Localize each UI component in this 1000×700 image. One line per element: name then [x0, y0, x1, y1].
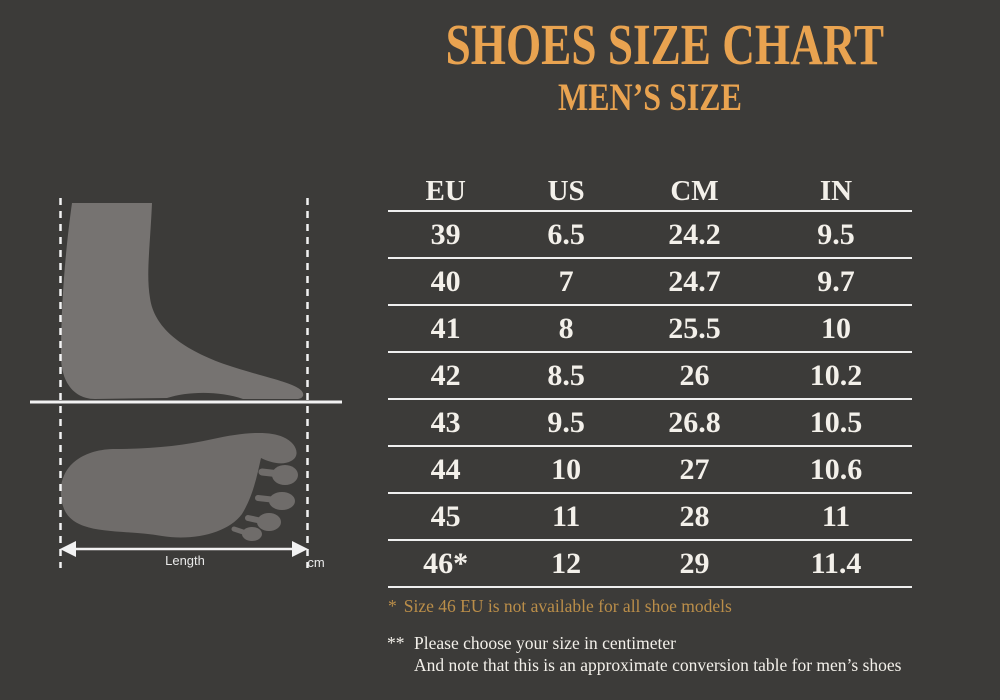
table-cell: 28 — [679, 499, 710, 533]
table-cell: 9.7 — [817, 264, 855, 298]
table-cell: 11 — [551, 499, 581, 533]
footprint-toes — [231, 465, 298, 541]
table-cell: 42 — [430, 358, 461, 392]
table-cell: 11.4 — [810, 546, 862, 580]
table-cell: 29 — [679, 546, 710, 580]
table-cell: 40 — [430, 264, 461, 298]
column-header-eu: EU — [425, 174, 466, 207]
table-cell: 24.2 — [668, 217, 721, 251]
size-conversion-table: EU US CM IN 39 6.5 24.2 9.5 40 7 24.7 9.… — [388, 172, 912, 588]
footnote-marker: ** — [387, 633, 405, 653]
table-row: 39 6.5 24.2 9.5 — [388, 212, 912, 259]
table-cell: 26 — [679, 358, 710, 392]
table-cell: 7 — [558, 264, 574, 298]
table-cell: 43 — [430, 405, 461, 439]
table-cell: 41 — [430, 311, 461, 345]
table-cell: 24.7 — [668, 264, 721, 298]
table-row: 45 11 28 11 — [388, 494, 912, 541]
table-cell: 39 — [430, 217, 461, 251]
table-cell: 6.5 — [547, 217, 585, 251]
table-cell: 44 — [430, 452, 461, 486]
table-row: 42 8.5 26 10.2 — [388, 353, 912, 400]
table-row: 46* 12 29 11.4 — [388, 541, 912, 588]
table-cell: 27 — [679, 452, 710, 486]
table-row: 44 10 27 10.6 — [388, 447, 912, 494]
footnote-text-lines: Please choose your size in centimeter An… — [414, 632, 901, 676]
table-cell: 8.5 — [547, 358, 585, 392]
table-cell: 10.2 — [809, 358, 863, 392]
table-cell: 10 — [551, 452, 582, 486]
table-cell: 9.5 — [547, 405, 585, 439]
table-row: 41 8 25.5 10 — [388, 306, 912, 353]
table-cell: 10.6 — [809, 452, 863, 486]
column-header-us: US — [547, 174, 585, 207]
column-header-in: IN — [819, 174, 853, 207]
table-cell: 10.5 — [809, 405, 863, 439]
table-cell: 45 — [430, 499, 461, 533]
foot-side-silhouette — [61, 203, 304, 399]
chart-header: SHOES SIZE CHART MEN’S SIZE — [388, 14, 912, 118]
footnote-text-line1: Please choose your size in centimeter — [414, 633, 676, 653]
table-cell: 25.5 — [668, 311, 721, 345]
table-cell: 10 — [820, 311, 851, 345]
table-cell: 46* — [423, 546, 469, 580]
footnote-text-line2: And note that this is an approximate con… — [414, 655, 902, 675]
table-cell: 26.8 — [668, 405, 721, 439]
footnote-text: Size 46 EU is not available for all shoe… — [403, 596, 732, 616]
table-cell: 11 — [821, 499, 851, 533]
footprint-silhouette — [60, 432, 297, 538]
footnote-size-46: * Size 46 EU is not available for all sh… — [388, 595, 732, 617]
page-title: SHOES SIZE CHART — [445, 12, 885, 77]
table-header-row: EU US CM IN — [388, 172, 912, 212]
column-header-cm: CM — [670, 174, 719, 207]
table-row: 43 9.5 26.8 10.5 — [388, 400, 912, 447]
length-label: Length — [165, 553, 205, 568]
table-cell: 12 — [551, 546, 582, 580]
cm-unit-label: cm — [307, 555, 325, 570]
footnote-centimeter-advice: ** Please choose your size in centimeter… — [387, 632, 901, 676]
table-cell: 9.5 — [817, 217, 855, 251]
table-row: 40 7 24.7 9.7 — [388, 259, 912, 306]
table-cell: 8 — [558, 311, 574, 345]
footnote-marker: * — [388, 596, 397, 616]
page-subtitle: MEN’S SIZE — [558, 76, 742, 119]
